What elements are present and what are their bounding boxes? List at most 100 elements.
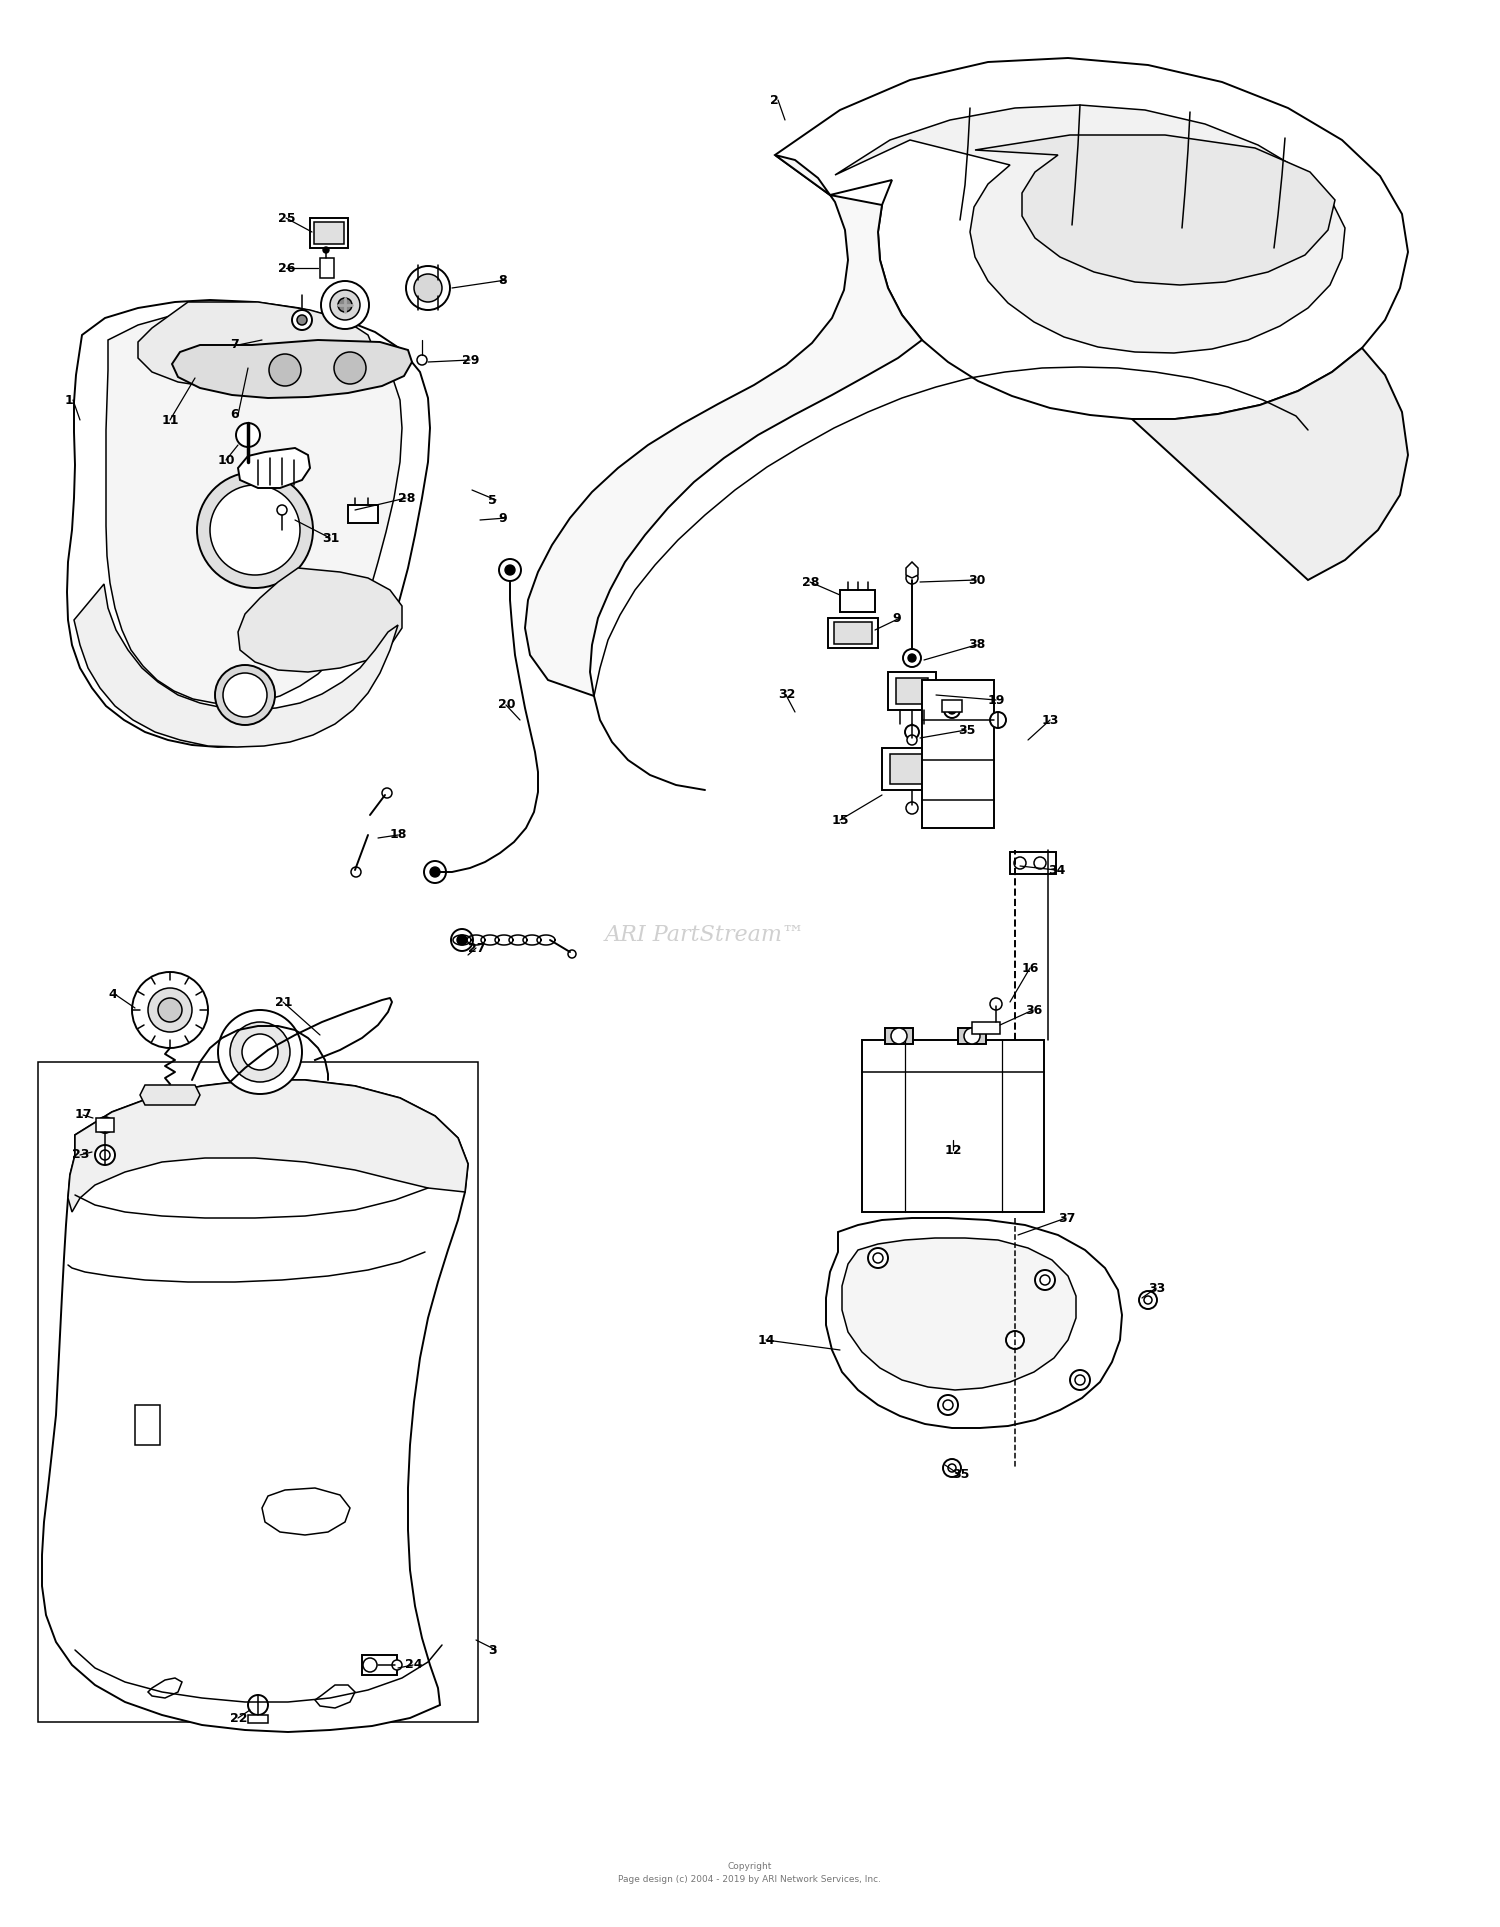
Text: 23: 23	[72, 1148, 90, 1162]
Text: 2: 2	[770, 94, 778, 106]
Circle shape	[500, 559, 520, 582]
Circle shape	[1014, 858, 1026, 869]
Circle shape	[351, 867, 361, 877]
Bar	[248, 1715, 268, 1723]
Text: 3: 3	[488, 1644, 496, 1657]
Polygon shape	[906, 563, 918, 578]
Text: 4: 4	[108, 989, 117, 1002]
Circle shape	[334, 353, 366, 383]
Circle shape	[568, 950, 576, 958]
Circle shape	[938, 1395, 958, 1414]
Polygon shape	[776, 58, 1408, 418]
Text: 28: 28	[802, 576, 819, 588]
Circle shape	[196, 472, 314, 588]
Text: 32: 32	[778, 688, 795, 701]
Circle shape	[217, 1010, 302, 1095]
Circle shape	[406, 266, 450, 310]
Text: 21: 21	[274, 996, 292, 1008]
Text: 36: 36	[1024, 1004, 1042, 1017]
Text: 9: 9	[892, 611, 900, 624]
Text: 7: 7	[230, 339, 238, 351]
Bar	[96, 1118, 114, 1131]
Circle shape	[903, 649, 921, 667]
Circle shape	[392, 1659, 402, 1671]
Bar	[888, 673, 936, 709]
Circle shape	[430, 867, 439, 877]
Circle shape	[1007, 1332, 1025, 1349]
Polygon shape	[138, 303, 375, 387]
Circle shape	[908, 734, 916, 746]
Polygon shape	[68, 1079, 468, 1212]
Text: 6: 6	[230, 409, 238, 422]
Bar	[862, 1041, 1044, 1212]
Bar	[362, 1655, 398, 1675]
Text: 18: 18	[390, 829, 408, 842]
Circle shape	[330, 289, 360, 320]
Bar	[38, 1062, 478, 1723]
Circle shape	[424, 861, 445, 883]
Circle shape	[292, 310, 312, 330]
Bar	[890, 753, 932, 784]
Text: 5: 5	[488, 493, 496, 507]
Circle shape	[452, 929, 472, 952]
Text: 11: 11	[162, 414, 180, 426]
Circle shape	[100, 1122, 109, 1129]
Text: Copyright
Page design (c) 2004 - 2019 by ARI Network Services, Inc.: Copyright Page design (c) 2004 - 2019 by…	[618, 1861, 882, 1885]
Circle shape	[506, 565, 515, 574]
Polygon shape	[106, 312, 402, 703]
Circle shape	[278, 505, 286, 515]
Circle shape	[868, 1249, 888, 1268]
Bar	[348, 505, 378, 522]
Text: 26: 26	[278, 262, 296, 274]
Circle shape	[948, 705, 956, 715]
Circle shape	[363, 1657, 376, 1673]
Text: 35: 35	[958, 723, 975, 736]
Polygon shape	[140, 1085, 200, 1104]
Polygon shape	[42, 1079, 468, 1732]
Circle shape	[94, 1145, 116, 1166]
Polygon shape	[525, 154, 922, 696]
Polygon shape	[238, 447, 310, 488]
Polygon shape	[975, 135, 1335, 285]
Polygon shape	[315, 1684, 356, 1707]
Text: 20: 20	[498, 698, 516, 711]
Circle shape	[904, 725, 920, 738]
Circle shape	[338, 299, 352, 312]
Polygon shape	[836, 104, 1346, 353]
Bar	[922, 680, 994, 829]
Circle shape	[458, 935, 466, 944]
Circle shape	[224, 673, 267, 717]
Text: 24: 24	[405, 1659, 423, 1671]
Text: 33: 33	[1148, 1281, 1166, 1295]
Text: ARI PartStream™: ARI PartStream™	[604, 923, 806, 946]
Circle shape	[990, 711, 1006, 728]
Text: 30: 30	[968, 574, 986, 586]
Text: 27: 27	[468, 942, 486, 954]
Bar	[828, 619, 878, 647]
Circle shape	[148, 989, 192, 1033]
Polygon shape	[148, 1678, 182, 1698]
Circle shape	[908, 653, 916, 663]
Text: 19: 19	[988, 694, 1005, 707]
Circle shape	[1034, 858, 1046, 869]
Text: 16: 16	[1022, 962, 1040, 975]
Circle shape	[1138, 1291, 1156, 1308]
Circle shape	[382, 788, 392, 798]
Bar	[310, 218, 348, 249]
Circle shape	[248, 1696, 268, 1715]
Circle shape	[297, 314, 307, 326]
Text: 37: 37	[1058, 1212, 1076, 1224]
Polygon shape	[262, 1488, 350, 1536]
Circle shape	[210, 486, 300, 574]
Circle shape	[98, 1118, 112, 1133]
Circle shape	[944, 701, 960, 719]
Bar	[942, 700, 962, 711]
Polygon shape	[827, 1218, 1122, 1428]
Text: 1: 1	[64, 393, 74, 407]
Bar	[958, 1027, 986, 1044]
Bar	[314, 222, 344, 245]
Circle shape	[990, 998, 1002, 1010]
Circle shape	[891, 1027, 908, 1044]
Polygon shape	[842, 1237, 1076, 1389]
Bar	[882, 748, 940, 790]
